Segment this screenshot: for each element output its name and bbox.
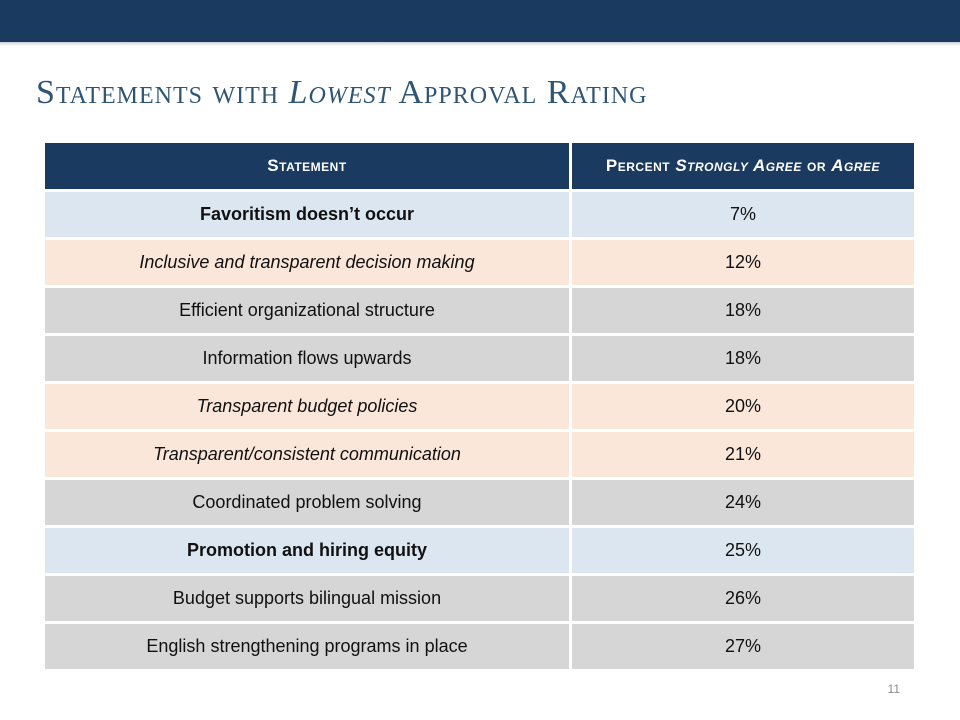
slide-title: Statements with Lowest Approval Rating	[36, 74, 647, 112]
table-row: Inclusive and transparent decision makin…	[45, 240, 914, 285]
statement-cell: Budget supports bilingual mission	[45, 576, 569, 621]
approval-table-container: Statement Percent Strongly Agree or Agre…	[42, 143, 917, 681]
percent-cell: 25%	[572, 528, 914, 573]
title-emphasis: Lowest	[288, 74, 391, 111]
table-row: Transparent/consistent communication 21%	[45, 432, 914, 477]
statement-cell: Information flows upwards	[45, 336, 569, 381]
table-row: Coordinated problem solving 24%	[45, 480, 914, 525]
percent-cell: 26%	[572, 576, 914, 621]
table-row: Budget supports bilingual mission 26%	[45, 576, 914, 621]
statement-cell: Coordinated problem solving	[45, 480, 569, 525]
statement-cell: Promotion and hiring equity	[45, 528, 569, 573]
percent-cell: 27%	[572, 624, 914, 669]
header-percent-mid: or	[801, 156, 832, 175]
percent-cell: 12%	[572, 240, 914, 285]
percent-cell: 18%	[572, 336, 914, 381]
percent-cell: 20%	[572, 384, 914, 429]
table-body: Favoritism doesn’t occur 7% Inclusive and …	[45, 192, 914, 669]
header-percent-em-1: Strongly Agree	[675, 156, 802, 175]
percent-cell: 21%	[572, 432, 914, 477]
percent-cell: 24%	[572, 480, 914, 525]
header-bar	[0, 0, 960, 42]
statement-cell: Favoritism doesn’t occur	[45, 192, 569, 237]
title-part-1: Statements with	[36, 74, 289, 111]
header-statement: Statement	[45, 143, 569, 189]
title-part-2: Approval Rating	[390, 74, 648, 111]
table-row: Promotion and hiring equity 25%	[45, 528, 914, 573]
statement-cell: Efficient organizational structure	[45, 288, 569, 333]
table-row: Transparent budget policies 20%	[45, 384, 914, 429]
table-row: Efficient organizational structure 18%	[45, 288, 914, 333]
statement-cell: Transparent/consistent communication	[45, 432, 569, 477]
page-number: 11	[887, 682, 900, 696]
header-percent-part-1: Percent	[605, 156, 676, 175]
header-percent-em-2: Agree	[831, 156, 881, 175]
header-percent: Percent Strongly Agree or Agree	[572, 143, 914, 189]
statement-cell: Transparent budget policies	[45, 384, 569, 429]
header-bar-shadow	[0, 42, 960, 46]
statement-cell: Inclusive and transparent decision makin…	[45, 240, 569, 285]
percent-cell: 18%	[572, 288, 914, 333]
table-row: English strengthening programs in place 2…	[45, 624, 914, 669]
table-row: Favoritism doesn’t occur 7%	[45, 192, 914, 237]
table-header-row: Statement Percent Strongly Agree or Agre…	[45, 143, 914, 189]
statement-cell: English strengthening programs in place	[45, 624, 569, 669]
table-row: Information flows upwards 18%	[45, 336, 914, 381]
percent-cell: 7%	[572, 192, 914, 237]
approval-table: Statement Percent Strongly Agree or Agre…	[42, 140, 917, 672]
